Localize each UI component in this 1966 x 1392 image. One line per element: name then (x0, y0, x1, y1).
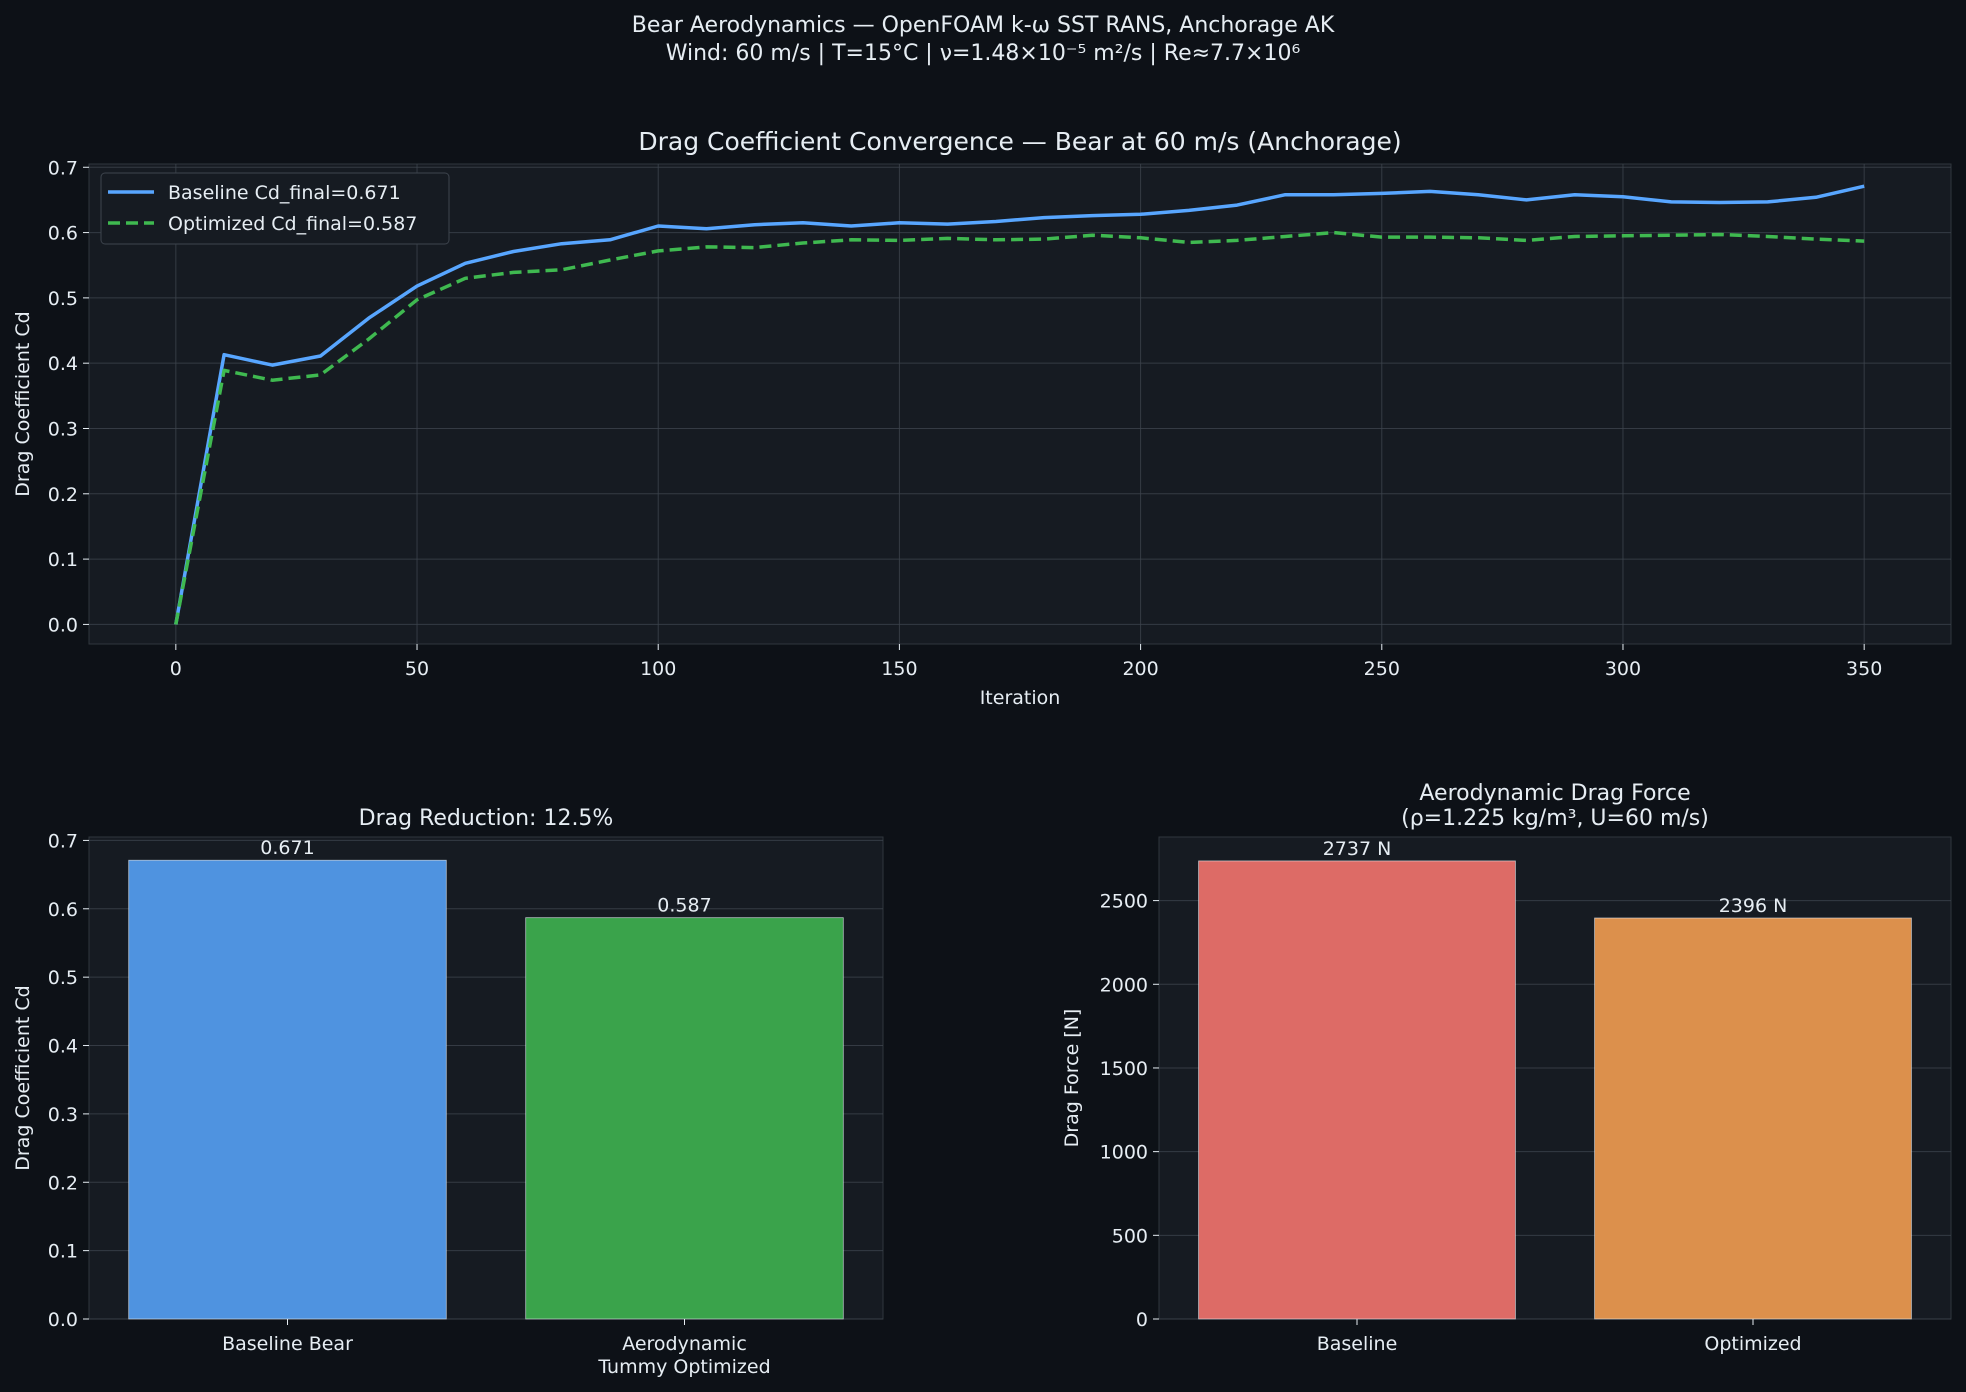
x-tick-label: 250 (1364, 658, 1400, 680)
legend-label-baseline: Baseline Cd_final=0.671 (168, 182, 401, 204)
legend-box (100, 172, 450, 245)
force-y-tick-label: 500 (1112, 1225, 1148, 1247)
force-value-label: 2737 N (1323, 838, 1392, 860)
x-tick-label: 150 (881, 658, 917, 680)
force-bar-title: Aerodynamic Drag Force (1419, 781, 1690, 806)
force-y-tick-label: 0 (1136, 1309, 1148, 1331)
force-x-tick-label: Optimized (1704, 1333, 1801, 1355)
y-tick-label: 0.0 (48, 614, 78, 636)
legend-label-optimized: Optimized Cd_final=0.587 (168, 213, 417, 235)
force-bar-ticks: 0 500 1000 1500 2000 2500 Baseline Optimized (1100, 891, 1802, 1355)
y-tick-label: 0.7 (48, 157, 78, 179)
series-line-baseline (174, 184, 1865, 625)
convergence-line-chart: Drag Coefficient Convergence — Bear at 6… (12, 127, 1952, 709)
cd-bar-ylabel: Drag Coefficient Cd (12, 985, 34, 1170)
cd-y-tick-label: 0.1 (48, 1241, 78, 1263)
force-bar-marks: 2737 N 2396 N (1198, 838, 1912, 1320)
cd-y-tick-label: 0.5 (48, 967, 78, 989)
y-tick-label: 0.6 (48, 223, 78, 245)
y-tick-label: 0.4 (48, 353, 78, 375)
y-tick-label: 0.2 (48, 484, 78, 506)
x-tick-label: 200 (1122, 658, 1158, 680)
force-bar-chart: Aerodynamic Drag Force (ρ=1.225 kg/m³, U… (1061, 781, 1952, 1355)
cd-y-tick-label: 0.4 (48, 1036, 78, 1058)
cd-x-tick-label: Tummy Optimized (597, 1356, 770, 1378)
cd-y-tick-label: 0.6 (48, 899, 78, 921)
force-y-tick-label: 1500 (1100, 1058, 1148, 1080)
cd-y-tick-label: 0.3 (48, 1104, 78, 1126)
force-value-label: 2396 N (1719, 895, 1788, 917)
figure-suptitle-line2: Wind: 60 m/s | T=15°C | ν=1.48×10⁻⁵ m²/s… (666, 41, 1301, 66)
force-y-tick-label: 1000 (1100, 1142, 1148, 1164)
x-tick-label: 350 (1846, 658, 1882, 680)
line-chart-title: Drag Coefficient Convergence — Bear at 6… (638, 127, 1401, 156)
cd-bar (525, 917, 844, 1320)
force-bar-ylabel: Drag Force [N] (1061, 1009, 1083, 1148)
cd-x-tick-label: Baseline Bear (222, 1333, 353, 1355)
cd-bar-ticks: 0.0 0.1 0.2 0.3 0.4 0.5 0.6 0.7 Baseline Bear Aer… (48, 830, 771, 1378)
force-y-tick-label: 2000 (1100, 974, 1148, 996)
cd-x-tick-label: Aerodynamic (622, 1333, 747, 1355)
cd-bar-title: Drag Reduction: 12.5% (359, 806, 614, 831)
y-tick-label: 0.1 (48, 549, 78, 571)
y-tick-label: 0.3 (48, 418, 78, 440)
cd-bar (128, 859, 447, 1320)
x-tick-label: 0 (170, 658, 182, 680)
cd-y-tick-label: 0.2 (48, 1172, 78, 1194)
force-bar (1594, 917, 1912, 1320)
cd-value-label: 0.671 (260, 837, 314, 859)
x-tick-label: 300 (1605, 658, 1641, 680)
cd-bar-marks: 0.671 0.587 (128, 837, 844, 1320)
line-chart-xlabel: Iteration (980, 687, 1061, 709)
force-bar-subtitle: (ρ=1.225 kg/m³, U=60 m/s) (1401, 806, 1709, 831)
cd-y-tick-label: 0.7 (48, 830, 78, 852)
line-chart-legend: Baseline Cd_final=0.671 Optimized Cd_fin… (100, 172, 450, 245)
force-y-tick-label: 2500 (1100, 891, 1148, 913)
cd-value-label: 0.587 (657, 895, 711, 917)
y-tick-label: 0.5 (48, 288, 78, 310)
series-line-optimized (174, 230, 1865, 625)
figure-suptitle-line1: Bear Aerodynamics — OpenFOAM k-ω SST RAN… (632, 13, 1335, 38)
line-chart-ticks: 0 50 100 150 200 250 300 350 0.0 0.1 0.2 0.3 0.4 0.5 0… (48, 157, 1883, 680)
cd-bar-chart: Drag Reduction: 12.5% Drag Coefficient C… (12, 806, 884, 1378)
force-x-tick-label: Baseline (1317, 1333, 1398, 1355)
cd-y-tick-label: 0.0 (48, 1309, 78, 1331)
x-tick-label: 100 (640, 658, 676, 680)
force-bar (1198, 860, 1516, 1320)
line-chart-series (174, 184, 1865, 625)
x-tick-label: 50 (405, 658, 429, 680)
line-chart-ylabel: Drag Coefficient Cd (12, 311, 34, 496)
